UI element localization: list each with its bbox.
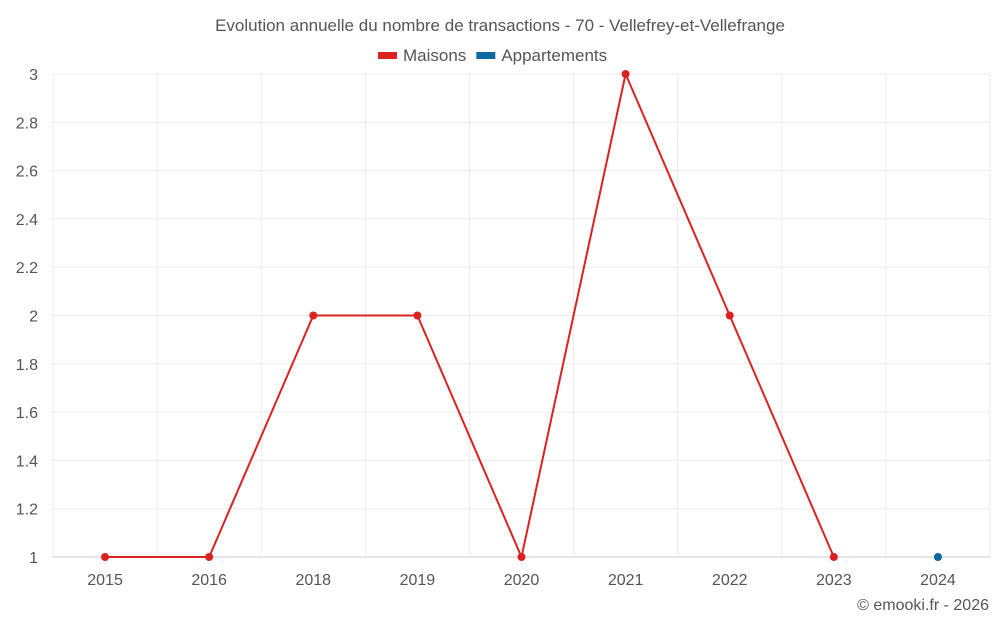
x-tick-label: 2016	[191, 572, 227, 589]
data-point-maisons[interactable]	[517, 553, 526, 561]
y-tick-label: 1	[29, 550, 38, 567]
y-tick-label: 1.8	[16, 357, 38, 374]
data-point-maisons[interactable]	[101, 553, 110, 561]
x-tick-label: 2023	[816, 572, 852, 589]
series	[101, 70, 942, 561]
series-line-maisons	[105, 70, 835, 561]
data-point-maisons[interactable]	[309, 311, 318, 320]
y-tick-label: 2.6	[16, 164, 38, 181]
y-tick-label: 2.2	[16, 260, 38, 277]
legend-item-maisons[interactable]: Maisons	[403, 46, 466, 65]
legend-swatch	[476, 52, 496, 59]
y-tick-label: 2.4	[16, 212, 38, 229]
data-point-maisons[interactable]	[725, 311, 734, 320]
chart-title: Evolution annuelle du nombre de transact…	[215, 16, 785, 35]
data-point-maisons[interactable]	[205, 553, 214, 561]
legend-item-appartements[interactable]: Appartements	[501, 46, 607, 65]
x-tick-label: 2019	[400, 572, 436, 589]
y-tick-label: 2	[29, 309, 38, 326]
x-tick-label: 2020	[504, 572, 540, 589]
x-tick-label: 2015	[87, 572, 123, 589]
data-point-appartements[interactable]	[933, 553, 942, 561]
axes: 1 1.2 1.4 1.6 1.8 2 2.2 2.4 2.6 2.8 3 2015 2016 2018 2…	[16, 67, 956, 589]
x-tick-label: 2021	[608, 572, 644, 589]
data-point-maisons[interactable]	[621, 70, 630, 78]
legend-swatch	[378, 52, 397, 59]
grid	[52, 73, 991, 558]
x-tick-label: 2018	[295, 572, 331, 589]
y-tick-label: 1.4	[16, 453, 38, 470]
legend: Maisons Appartements	[378, 46, 607, 65]
y-tick-label: 1.2	[16, 502, 38, 519]
footer-credit: © emooki.fr - 2026	[857, 597, 989, 614]
y-tick-label: 3	[29, 67, 38, 84]
y-tick-label: 1.6	[16, 405, 38, 422]
y-tick-label: 2.8	[16, 115, 38, 132]
x-tick-label: 2024	[920, 572, 956, 589]
data-point-maisons[interactable]	[413, 311, 422, 320]
x-tick-label: 2022	[712, 572, 748, 589]
data-point-maisons[interactable]	[829, 553, 838, 561]
